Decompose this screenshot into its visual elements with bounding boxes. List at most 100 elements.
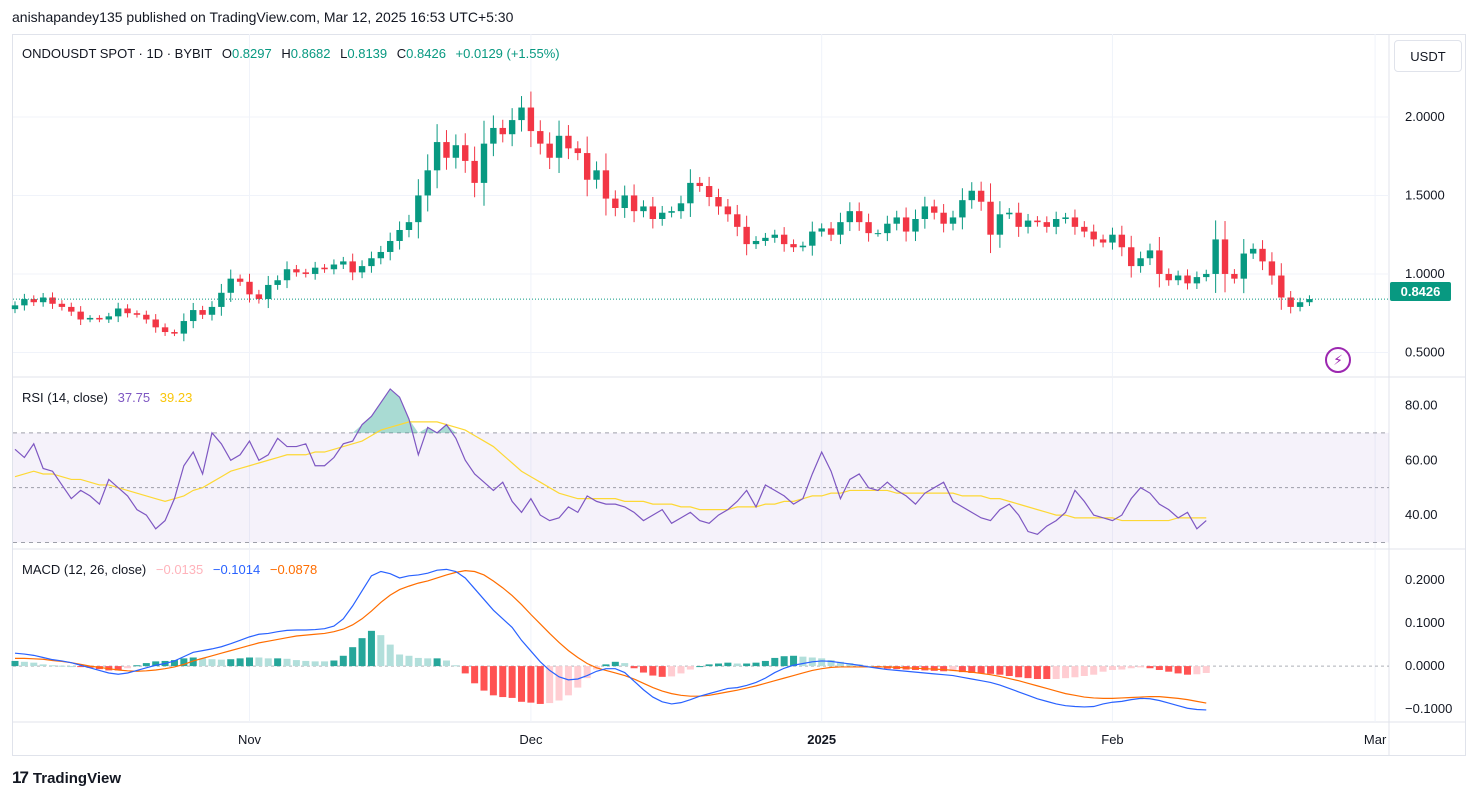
macd-histogram-bar [518, 666, 526, 702]
candle [1287, 297, 1294, 307]
macd-histogram-bar [630, 666, 638, 669]
candle [799, 245, 807, 248]
candle [452, 145, 460, 158]
macd-histogram-bar [358, 638, 366, 667]
candle [490, 127, 497, 144]
macd-histogram-bar [574, 666, 582, 688]
price-tick-label: 1.0000 [1405, 266, 1445, 281]
candle [480, 143, 488, 183]
macd-histogram-bar [452, 665, 460, 667]
macd-histogram-bar [583, 666, 591, 679]
macd-histogram-bar [771, 657, 779, 667]
macd-histogram-bar [302, 660, 310, 667]
price-legend: ONDOUSDT SPOT · 1D · BYBIT O0.8297 H0.86… [22, 46, 560, 61]
candle [574, 148, 581, 154]
macd-label[interactable]: MACD (12, 26, close) [22, 562, 147, 577]
macd-histogram-bar [339, 655, 347, 667]
candle [340, 261, 347, 265]
macd-histogram-bar [649, 666, 657, 676]
candle [537, 131, 544, 144]
macd-histogram-bar [386, 644, 394, 667]
candle [1034, 220, 1041, 223]
macd-histogram-bar [790, 655, 798, 667]
macd-histogram-bar [1174, 666, 1182, 674]
macd-histogram-bar [546, 666, 554, 704]
macd-histogram-bar [1024, 666, 1032, 679]
currency-scale-button[interactable]: USDT [1394, 40, 1462, 72]
macd-histogram-bar [564, 666, 572, 696]
macd-histogram-bar [1080, 666, 1088, 676]
macd-histogram-bar [958, 666, 966, 673]
candle [987, 201, 994, 235]
macd-histogram-bar [1137, 666, 1145, 668]
candle [959, 200, 966, 218]
candle [274, 280, 281, 285]
candle [752, 240, 760, 245]
change-value: +0.0129 (+1.55%) [455, 46, 560, 61]
candle [49, 297, 56, 304]
candle [912, 219, 919, 232]
low-value: 0.8139 [347, 46, 388, 61]
macd-signal-line [15, 570, 1207, 704]
candle [931, 206, 938, 213]
candle [58, 303, 66, 307]
candle [255, 294, 263, 300]
macd-histogram-bar [255, 657, 263, 667]
candle [330, 264, 338, 270]
macd-histogram-bar [133, 665, 141, 667]
candle [865, 222, 872, 234]
candle [143, 314, 150, 320]
candle [96, 317, 103, 320]
macd-histogram-bar [1118, 666, 1126, 670]
macd-histogram-bar [489, 666, 497, 696]
high-value: 0.8682 [290, 46, 331, 61]
macd-histogram-bar [217, 659, 225, 667]
macd-histogram-bar [715, 663, 722, 667]
macd-histogram-bar [367, 630, 375, 667]
macd-histogram-bar [1193, 666, 1201, 675]
candle [771, 234, 778, 238]
candle [462, 145, 469, 161]
lightning-icon[interactable]: ⚡ [1325, 347, 1351, 373]
candle [1212, 239, 1219, 274]
candle [349, 261, 356, 273]
candle [1259, 248, 1266, 262]
candle [1006, 212, 1013, 215]
macd-histogram-bar [977, 666, 985, 674]
candle [743, 226, 750, 245]
candle [358, 266, 366, 273]
candle [86, 317, 94, 320]
macd-signal-value: −0.0878 [269, 562, 318, 577]
price-tick-label: 1.5000 [1405, 187, 1445, 202]
open-value: 0.8297 [231, 46, 272, 61]
price-tick-label: 2.0000 [1405, 109, 1445, 124]
candle [677, 203, 685, 212]
macd-histogram-bar [677, 666, 685, 674]
time-tick-label: Nov [238, 732, 262, 747]
candle [1249, 248, 1257, 254]
macd-histogram-bar [846, 663, 854, 667]
rsi-label[interactable]: RSI (14, close) [22, 390, 108, 405]
candle [471, 160, 478, 183]
macd-tick-label: 0.2000 [1405, 572, 1445, 587]
macd-histogram-bar [658, 666, 666, 677]
macd-histogram-bar [246, 657, 253, 667]
macd-histogram-bar [405, 655, 413, 667]
macd-histogram-bar [114, 666, 122, 671]
candle [809, 231, 816, 246]
candle [527, 107, 535, 132]
rsi-tick-label: 80.00 [1405, 397, 1438, 412]
macd-histogram-bar [30, 662, 38, 667]
candle [1193, 277, 1201, 284]
macd-histogram-bar [761, 660, 769, 667]
macd-histogram-bar [555, 666, 563, 701]
macd-histogram-bar [142, 663, 150, 667]
macd-histogram-bar [1155, 666, 1163, 670]
candle [208, 306, 216, 315]
rsi-tick-label: 40.00 [1405, 507, 1438, 522]
macd-histogram-bar [264, 658, 272, 667]
time-tick-label: Feb [1101, 732, 1123, 747]
tradingview-logo-icon: 17 [12, 768, 29, 787]
symbol-label[interactable]: ONDOUSDT SPOT · 1D · BYBIT [22, 46, 213, 61]
